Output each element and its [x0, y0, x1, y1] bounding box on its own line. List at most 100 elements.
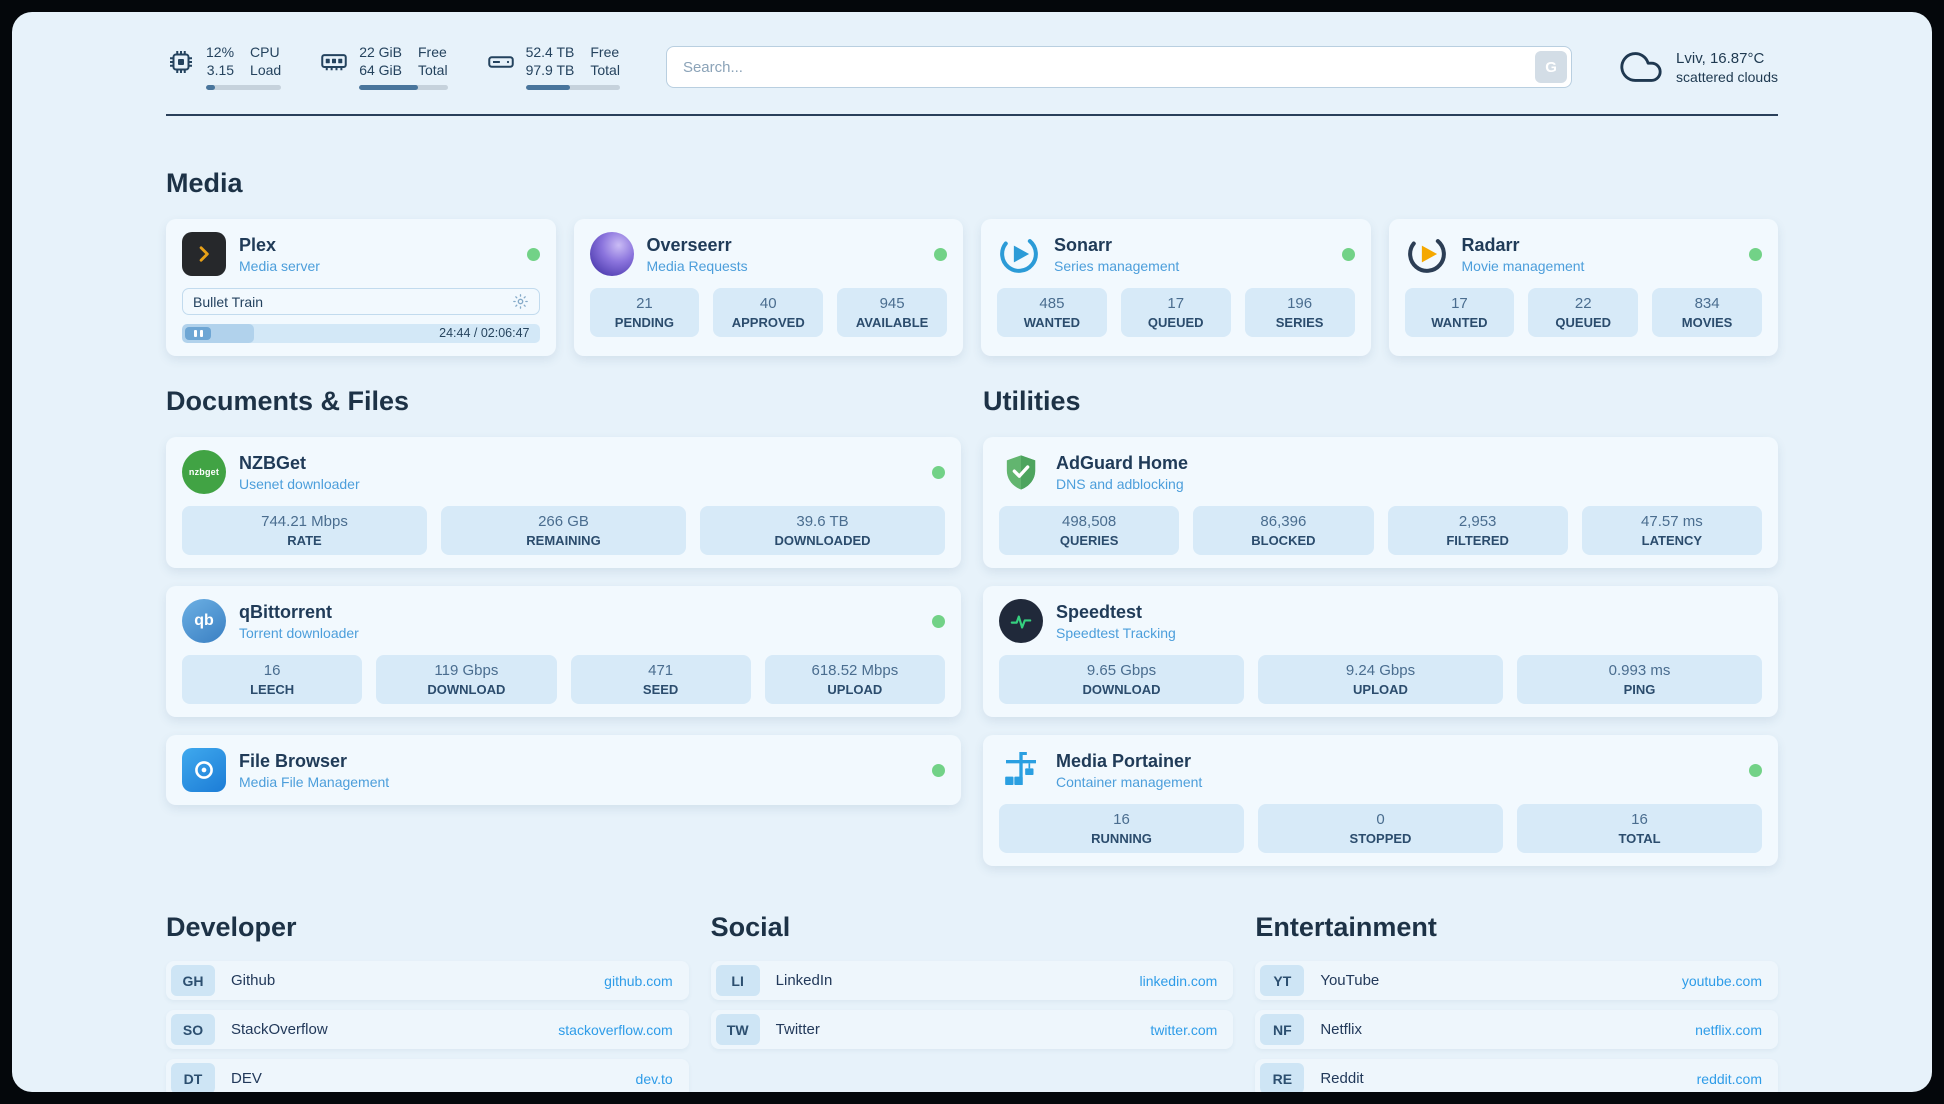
section-documents: Documents & Files nzbget NZBGet Usenet d… — [166, 386, 961, 805]
bookmarks-entertainment: Entertainment YT YouTube youtube.com NF … — [1255, 912, 1778, 1092]
ram-icon — [319, 47, 349, 77]
stat-approved: 40 APPROVED — [713, 288, 824, 337]
stat-value: 16 — [1113, 811, 1130, 828]
bookmark-abbr-badge: RE — [1260, 1063, 1305, 1092]
section-utilities: Utilities AdGuard Home — [983, 386, 1778, 866]
system-monitors: 12% CPU 3.15 Load — [166, 44, 620, 90]
bookmark-dev[interactable]: DT DEV dev.to — [166, 1059, 689, 1092]
app-subtitle: Container management — [1056, 773, 1203, 790]
bookmark-url[interactable]: dev.to — [635, 1070, 673, 1087]
bookmark-name: Netflix — [1320, 1021, 1363, 1038]
bookmark-abbr-badge: TW — [715, 1014, 760, 1045]
app-card-nzbget[interactable]: nzbget NZBGet Usenet downloader 744.21 M… — [166, 437, 961, 568]
overseerr-icon — [589, 232, 634, 276]
section-media: Media Plex Media server — [166, 168, 1778, 356]
card-titles: Plex Media server — [239, 234, 320, 275]
search-bar[interactable]: G — [665, 46, 1573, 88]
bookmark-url[interactable]: twitter.com — [1150, 1021, 1218, 1038]
app-card-overseerr[interactable]: Overseerr Media Requests 21 PENDING 40 A… — [573, 219, 963, 356]
stat-movies: 834 MOVIES — [1652, 288, 1762, 337]
bookmark-twitter[interactable]: TW Twitter twitter.com — [710, 1010, 1234, 1049]
playback-progress-bar[interactable]: 24:44 / 02:06:47 — [182, 324, 540, 343]
card-titles: Overseerr Media Requests — [647, 234, 748, 275]
card-header: Plex Media server — [182, 232, 540, 276]
card-header: qb qBittorrent Torrent downloader — [182, 599, 945, 643]
bookmark-reddit[interactable]: RE Reddit reddit.com — [1255, 1059, 1778, 1092]
now-playing-title: Bullet Train — [193, 293, 264, 310]
stat-value: 945 — [879, 295, 905, 312]
card-titles: AdGuard Home DNS and adblocking — [1056, 452, 1188, 493]
gear-icon[interactable] — [512, 293, 529, 310]
stat-queued: 22 QUEUED — [1528, 288, 1639, 337]
ram-progress-track — [359, 85, 448, 90]
bookmark-url[interactable]: linkedin.com — [1139, 972, 1218, 989]
app-card-qbittorrent[interactable]: qb qBittorrent Torrent downloader 16 LEE… — [166, 586, 961, 717]
stat-remaining: 266 GB REMAINING — [441, 506, 686, 555]
media-card-grid: Plex Media server Bullet Train — [166, 219, 1778, 356]
ram-total-label: Total — [418, 62, 448, 78]
card-header: Radarr Movie management — [1405, 232, 1762, 276]
qbittorrent-icon: qb — [182, 599, 226, 643]
bookmark-linkedin[interactable]: LI LinkedIn linkedin.com — [710, 961, 1234, 1000]
status-dot — [526, 247, 540, 261]
bookmark-abbr-badge: LI — [715, 965, 760, 996]
stat-label: WANTED — [1023, 315, 1081, 330]
stat-series: 196 SERIES — [1244, 288, 1355, 337]
bookmark-url[interactable]: stackoverflow.com — [558, 1021, 673, 1038]
section-heading-documents: Documents & Files — [166, 386, 410, 416]
bookmark-netflix[interactable]: NF Netflix netflix.com — [1255, 1010, 1778, 1049]
bookmark-abbr-badge: DT — [171, 1063, 215, 1092]
cpu-progress-track — [206, 85, 282, 90]
section-heading-developer: Developer — [166, 912, 297, 942]
pause-icon[interactable] — [185, 327, 211, 340]
bookmark-url[interactable]: netflix.com — [1695, 1021, 1762, 1038]
stat-value: 471 — [648, 662, 674, 679]
stat-label: PING — [1623, 682, 1656, 697]
cpu-readings: 12% CPU 3.15 Load — [206, 44, 281, 79]
stats-row: 9.65 Gbps DOWNLOAD 9.24 Gbps UPLOAD 0.99… — [999, 655, 1762, 704]
app-card-portainer[interactable]: Media Portainer Container management 16 … — [983, 735, 1778, 866]
stats-row: 485 WANTED 17 QUEUED 196 SERIES — [997, 288, 1355, 337]
stat-value: 498,508 — [1062, 513, 1117, 530]
disk-free-value: 52.4 TB — [525, 44, 575, 60]
stat-queries: 498,508 QUERIES — [999, 506, 1180, 555]
app-card-plex[interactable]: Plex Media server Bullet Train — [166, 219, 556, 356]
search-engine-button[interactable]: G — [1535, 51, 1568, 83]
app-card-radarr[interactable]: Radarr Movie management 17 WANTED 22 QUE… — [1388, 219, 1778, 356]
bookmark-abbr-badge: NF — [1260, 1014, 1305, 1045]
stat-blocked: 86,396 BLOCKED — [1193, 506, 1374, 555]
ram-total-value: 64 GiB — [359, 62, 402, 78]
app-title: Overseerr — [646, 234, 732, 255]
ram-monitor: 22 GiB Free 64 GiB Total — [319, 44, 448, 90]
stat-value: 834 — [1694, 295, 1720, 312]
stat-queued: 17 QUEUED — [1120, 288, 1231, 337]
bookmark-abbr-badge: SO — [171, 1014, 215, 1045]
stat-label: AVAILABLE — [855, 315, 929, 330]
stat-running: 16 RUNNING — [999, 804, 1244, 853]
bookmark-url[interactable]: youtube.com — [1681, 972, 1762, 989]
cpu-load-label: Load — [250, 62, 282, 78]
bookmarks-developer: Developer GH Github github.com SO StackO… — [166, 912, 689, 1092]
bookmark-url[interactable]: github.com — [604, 972, 673, 989]
app-card-sonarr[interactable]: Sonarr Series management 485 WANTED 17 Q… — [981, 219, 1371, 356]
app-subtitle: Speedtest Tracking — [1056, 624, 1176, 641]
filebrowser-icon — [182, 748, 226, 792]
ram-readings: 22 GiB Free 64 GiB Total — [359, 44, 447, 79]
weather-condition: scattered clouds — [1676, 68, 1778, 85]
app-card-filebrowser[interactable]: File Browser Media File Management — [166, 735, 961, 805]
speedtest-icon — [999, 599, 1043, 643]
app-subtitle: Media server — [239, 257, 320, 274]
ram-progress-fill — [359, 85, 418, 90]
bookmark-youtube[interactable]: YT YouTube youtube.com — [1255, 961, 1778, 1000]
app-card-speedtest[interactable]: Speedtest Speedtest Tracking 9.65 Gbps D… — [983, 586, 1778, 717]
portainer-icon — [999, 748, 1043, 792]
radarr-icon — [1405, 232, 1449, 276]
bookmark-url[interactable]: reddit.com — [1696, 1070, 1762, 1087]
plex-icon — [182, 232, 226, 276]
stats-row: 744.21 Mbps RATE 266 GB REMAINING 39.6 T… — [182, 506, 945, 555]
bookmark-stackoverflow[interactable]: SO StackOverflow stackoverflow.com — [166, 1010, 689, 1049]
bookmark-github[interactable]: GH Github github.com — [166, 961, 689, 1000]
search-input[interactable] — [665, 46, 1573, 88]
app-card-adguard[interactable]: AdGuard Home DNS and adblocking 498,508 … — [983, 437, 1778, 568]
